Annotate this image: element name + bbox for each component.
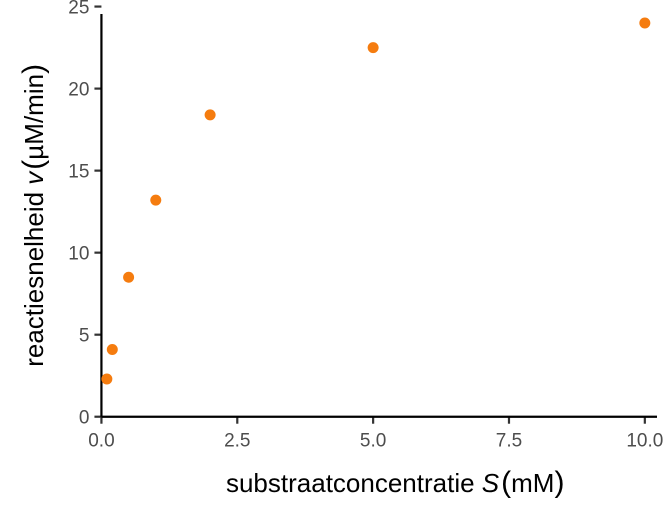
x-axis-title-close-paren: ) bbox=[554, 466, 564, 499]
y-tick-label: 0 bbox=[79, 408, 90, 429]
x-tick-label: 0.0 bbox=[88, 431, 114, 452]
y-tick-label: 25 bbox=[68, 0, 89, 19]
y-tick-label: 20 bbox=[68, 80, 89, 101]
data-points bbox=[101, 17, 651, 385]
data-point bbox=[639, 17, 651, 29]
x-axis-title: substraatconcentratie S(mM) bbox=[226, 466, 564, 499]
x-tick-label: 10.0 bbox=[626, 431, 663, 452]
x-axis-title-symbol: S bbox=[482, 468, 500, 498]
x-tick-label: 7.5 bbox=[496, 431, 522, 452]
y-axis-title: reactiesnelheid v(µM/min) bbox=[17, 64, 50, 367]
y-axis-ticks: 0 5 10 15 20 25 bbox=[68, 0, 102, 429]
data-point bbox=[106, 343, 118, 355]
x-axis-title-unit: mM bbox=[511, 468, 554, 498]
y-tick-label: 5 bbox=[79, 326, 90, 347]
y-axis-title-close-paren: ) bbox=[17, 64, 50, 74]
data-point bbox=[150, 194, 162, 206]
x-axis-ticks: 0.0 2.5 5.0 7.5 10.0 bbox=[88, 416, 663, 452]
y-tick-label: 15 bbox=[68, 162, 89, 183]
y-axis-title-unit: µM/min bbox=[19, 74, 49, 160]
data-point bbox=[367, 42, 379, 54]
y-tick-label: 10 bbox=[68, 244, 89, 265]
x-tick-label: 2.5 bbox=[224, 431, 250, 452]
y-axis-title-symbol: v bbox=[19, 170, 49, 185]
data-point bbox=[204, 109, 216, 121]
data-point bbox=[101, 373, 113, 385]
y-axis-title-open-paren: ( bbox=[17, 160, 50, 170]
x-axis-title-open-paren: ( bbox=[501, 466, 511, 499]
y-axis-title-prefix: reactiesnelheid bbox=[19, 185, 49, 367]
x-tick-label: 5.0 bbox=[360, 431, 386, 452]
data-point bbox=[123, 271, 135, 283]
x-axis-title-prefix: substraatconcentratie bbox=[226, 468, 482, 498]
